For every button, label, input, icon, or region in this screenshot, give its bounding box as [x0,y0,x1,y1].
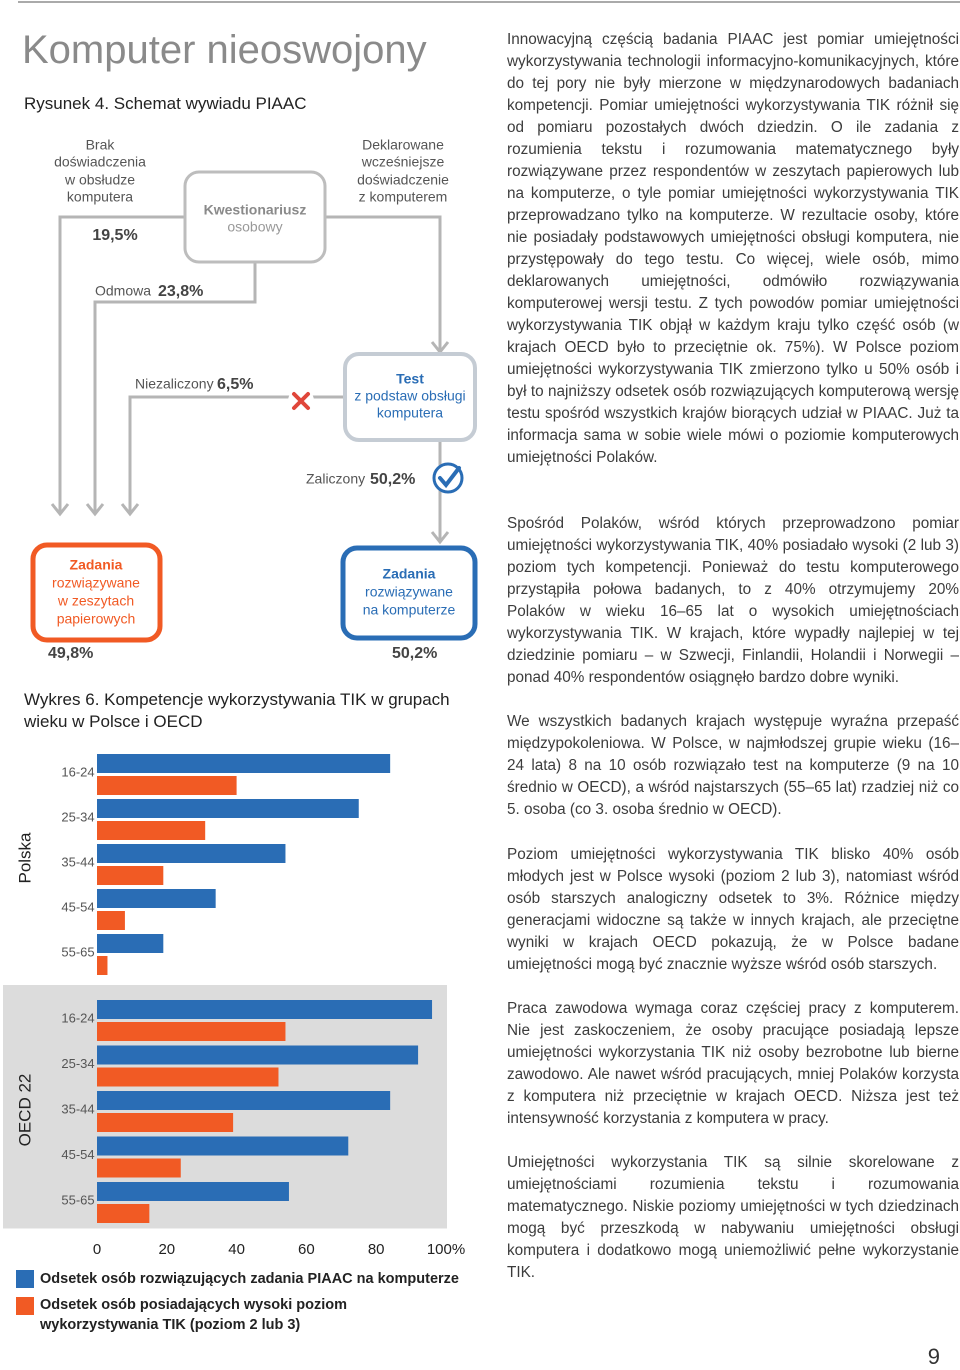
node-text: Brak [86,137,116,153]
node-share: 19,5% [92,227,137,244]
x-tick-label: 20 [158,1241,175,1258]
connector [58,215,185,512]
computer-box [340,545,478,641]
y-tick-label: 35-44 [61,1101,94,1116]
paragraph: Umiejętności wykorzystania TIK są silnie… [507,1154,959,1281]
node-text: komputera [67,189,133,205]
node-text: doświadczenia [54,154,146,170]
bar [97,1045,419,1065]
bar [97,754,391,773]
y-tick-label: 45-54 [61,1147,94,1162]
node-text: osobowy [227,219,282,235]
node-text: Test [396,371,424,387]
paragraph: Praca zawodowa wymaga coraz częściej pra… [507,1000,959,1127]
bar [97,799,359,818]
y-tick-label: 16-24 [61,764,94,779]
bar [97,1182,289,1201]
pass-icon [438,466,461,489]
paragraph: We wszystkich badanych krajach występuje… [507,713,959,818]
y-tick-label: 55-65 [61,1192,94,1207]
x-tick-label: 100% [427,1241,465,1258]
top-rule [18,1,960,3]
legend-swatch [16,1270,34,1288]
node-text: Zaliczony [306,471,365,487]
bar [97,1136,349,1156]
bar [97,1091,391,1110]
node-text: Kwestionariusz [204,202,307,218]
node-text: w obsłudze [64,172,135,188]
bar [97,1113,234,1132]
node-text: na komputerze [363,602,456,618]
paragraph: Innowacyjną częścią badania PIAAC jest p… [507,31,959,466]
node-text: Odmowa [95,283,151,299]
y-tick-label: 25-34 [61,1056,94,1071]
x-tick-label: 0 [93,1241,101,1258]
bar [97,1204,150,1223]
node-text: Deklarowane [362,137,444,153]
node-share: 49,8% [48,645,93,662]
paper-box [30,542,163,643]
test-box [343,352,477,442]
node-share: 23,8% [158,283,203,300]
fail-icon [292,392,310,410]
connectors [50,215,450,545]
connector [93,262,257,512]
questionnaire-box [183,170,327,264]
chart-title: Wykres 6. Kompetencje wykorzystywania TI… [24,690,450,731]
y-tick-label: 16-24 [61,1010,94,1025]
bar [97,1022,286,1041]
connector [325,215,442,350]
y-tick-label: 25-34 [61,809,94,824]
page-title: Komputer nieoswojony [22,28,427,72]
bar [97,844,286,863]
bar [97,1158,181,1178]
paragraph: Spośród Polaków, wśród których przeprowa… [507,515,959,686]
bar [97,889,216,908]
node-text: papierowych [57,611,136,627]
node-share: 50,2% [392,645,437,662]
bar [97,911,125,930]
y-tick-label: 45-54 [61,899,94,914]
x-tick-label: 60 [298,1241,315,1258]
bar [97,821,206,840]
x-tick-label: 40 [228,1241,245,1258]
legend-label: Odsetek osób rozwiązujących zadania PIAA… [40,1271,459,1287]
node-text: doświadczenie [357,172,449,188]
legend-swatch [16,1297,34,1315]
node-share: 50,2% [370,471,415,488]
node-share: 6,5% [217,376,253,393]
group-label: Polska [15,832,34,884]
bar [97,776,237,795]
node-text: rozwiązywane [365,584,453,600]
bar [97,1000,433,1019]
node-text: Niezaliczony [135,376,214,392]
node-text: z komputerem [359,189,448,205]
legend-label: Odsetek osób posiadających wysoki poziom… [40,1297,348,1333]
arrowheads [50,341,450,545]
y-tick-label: 55-65 [61,944,94,959]
node-text: z podstaw obsługi [354,388,465,404]
figures: Brak doświadczenia w obsłudze komputera … [3,137,478,1258]
node-text: Zadania [70,557,123,573]
node-text: wcześniejsze [361,154,445,170]
bar [97,934,164,953]
paragraph: Poziom umiejętności wykorzystywania TIK … [507,846,959,973]
node-text: Zadania [383,566,436,582]
connector [128,395,345,512]
node-text: rozwiązywane [52,575,140,591]
y-tick-label: 35-44 [61,854,94,869]
figure-title: Rysunek 4. Schemat wywiadu PIAAC [24,94,307,113]
node-text: w zeszytach [57,593,134,609]
node-text: komputera [377,405,443,421]
bar [97,1067,279,1087]
page-number: 9 [927,1344,940,1369]
bar [97,866,164,885]
bar [97,956,108,975]
group-label: OECD 22 [15,1074,34,1147]
x-tick-label: 80 [368,1241,385,1258]
